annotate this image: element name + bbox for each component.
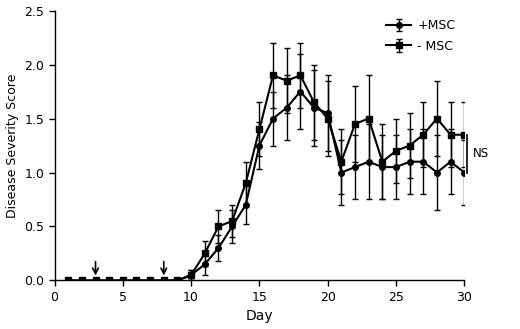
Text: NS: NS [473, 147, 489, 160]
X-axis label: Day: Day [245, 310, 273, 323]
Y-axis label: Disease Severity Score: Disease Severity Score [6, 73, 19, 218]
Legend: +MSC, - MSC: +MSC, - MSC [384, 17, 458, 55]
